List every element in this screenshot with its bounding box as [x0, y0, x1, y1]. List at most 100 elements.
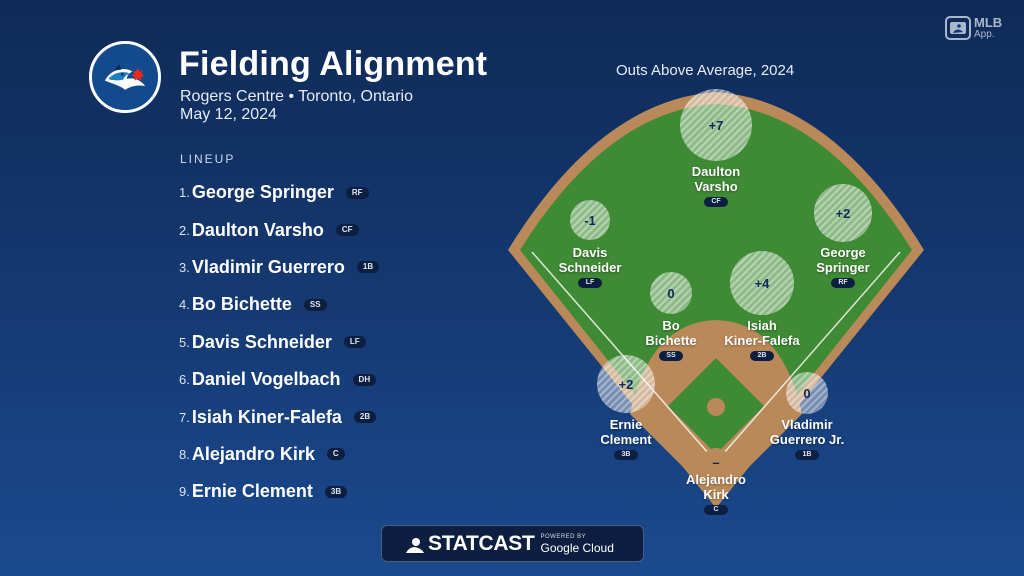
lineup-position-tag: RF — [345, 186, 369, 199]
lineup-player-name: Alejandro Kirk — [191, 443, 315, 464]
field-position-tag: 3B — [614, 450, 638, 460]
oaa-circle: +4 — [730, 251, 794, 315]
powered-by-text: POWERED BY — [540, 533, 587, 540]
oaa-value: +2 — [618, 376, 634, 392]
pitchers-mound — [707, 398, 725, 416]
field-position-tag: 2B — [750, 351, 774, 361]
player-name-line1: Bo — [662, 318, 680, 333]
mlb-app-sub: App. — [974, 28, 995, 40]
blue-jays-logo-icon — [92, 44, 158, 110]
lineup-item: 7. Isiah Kiner-Falefa 2B — [179, 398, 379, 435]
lineup-number: 1. — [179, 185, 190, 201]
lineup-number: 7. — [179, 409, 190, 425]
lineup-position-tag: CF — [335, 224, 359, 237]
lineup-position-tag: 1B — [356, 261, 380, 274]
field-player-name: Daulton Varsho — [651, 164, 781, 194]
google-cloud-text: Google Cloud — [540, 540, 614, 555]
player-name-line1: Isiah — [747, 318, 777, 333]
lineup-number: 3. — [179, 259, 190, 275]
lineup-position-tag: SS — [303, 298, 327, 311]
mlb-app-badge: MLB App. — [945, 16, 1002, 40]
player-name-line2: Clement — [600, 432, 652, 447]
oaa-value: +2 — [835, 205, 851, 221]
lineup-item: 9. Ernie Clement 3B — [179, 473, 379, 510]
venue-text: Rogers Centre • Toronto, Ontario — [180, 88, 413, 105]
lineup-item: 4. Bo Bichette SS — [179, 286, 379, 323]
field-position-tag: C — [704, 505, 728, 515]
team-logo — [89, 41, 161, 113]
player-name-line1: George — [820, 245, 866, 260]
field-player-name: Ernie Clement — [561, 417, 691, 447]
player-name-line2: Varsho — [694, 179, 738, 194]
lineup-position-tag: C — [326, 448, 345, 461]
oaa-circle: – — [702, 448, 730, 476]
lineup-number: 5. — [179, 334, 190, 350]
chart-title: Outs Above Average, 2024 — [616, 62, 795, 79]
lineup-position-tag: 3B — [324, 485, 348, 498]
game-date: May 12, 2024 — [180, 106, 277, 123]
field-position-tag: SS — [659, 351, 683, 361]
player-name-line1: Vladimir — [781, 417, 833, 432]
lineup-heading: LINEUP — [180, 152, 236, 166]
player-name-line2: Kirk — [703, 487, 729, 502]
statcast-badge: STATCAST POWERED BY Google Cloud — [381, 525, 644, 562]
oaa-value: +4 — [754, 275, 770, 291]
lineup-list: 1. George Springer RF 2. Daulton Varsho CF 3. V… — [179, 174, 380, 511]
oaa-value: 0 — [667, 285, 675, 301]
statcast-wordmark: STATCAST — [428, 531, 535, 555]
player-name-line1: Davis — [572, 245, 608, 260]
lineup-number: 8. — [179, 446, 190, 462]
oaa-circle: +2 — [597, 355, 655, 413]
lineup-player-name: Daniel Vogelbach — [191, 369, 341, 390]
player-name-line1: Alejandro — [686, 472, 746, 487]
player-name-line2: Guerrero Jr. — [769, 432, 845, 447]
lineup-position-tag: LF — [343, 336, 366, 349]
oaa-circle: +2 — [814, 184, 872, 242]
lineup-player-name: Isiah Kiner-Falefa — [191, 406, 342, 427]
field-player-name: Vladimir Guerrero Jr. — [742, 417, 872, 447]
lineup-position-tag: DH — [352, 373, 377, 386]
lineup-number: 9. — [179, 484, 190, 500]
field-player-name: Davis Schneider — [525, 245, 655, 275]
mlb-logo-icon — [945, 16, 971, 40]
lineup-player-name: Davis Schneider — [191, 331, 332, 352]
lineup-item: 5. Davis Schneider LF — [179, 324, 379, 361]
oaa-circle: +7 — [680, 89, 752, 161]
lineup-number: 6. — [179, 372, 190, 388]
field-position-tag: RF — [831, 278, 855, 288]
lineup-item: 2. Daulton Varsho CF — [179, 211, 379, 248]
mlb-app-title: MLB — [974, 14, 1003, 30]
left-foul-line — [531, 251, 717, 463]
lineup-player-name: Daulton Varsho — [191, 219, 324, 240]
field-player-name: George Springer — [778, 245, 908, 275]
lineup-player-name: Vladimir Guerrero — [191, 256, 345, 277]
player-name-line2: Kiner-Falefa — [724, 333, 800, 348]
oaa-value: -1 — [584, 212, 596, 228]
lineup-player-name: Bo Bichette — [191, 294, 292, 315]
lineup-number: 4. — [179, 297, 190, 313]
field-position-tag: CF — [704, 197, 728, 207]
oaa-value: +7 — [708, 117, 724, 133]
field-player-name: Bo Bichette — [606, 318, 736, 348]
player-name-line1: Daulton — [691, 164, 741, 179]
oaa-circle: 0 — [650, 272, 692, 314]
lineup-position-tag: 2B — [353, 411, 377, 424]
field-position-tag: 1B — [795, 450, 819, 460]
lineup-player-name: George Springer — [191, 182, 334, 203]
lineup-item: 1. George Springer RF — [179, 174, 379, 211]
outfield-grass — [520, 104, 912, 496]
right-foul-line — [715, 251, 901, 463]
oaa-circle: 0 — [786, 372, 828, 414]
field-position-tag: LF — [578, 278, 602, 288]
statcast-logo-icon — [406, 537, 424, 553]
lineup-number: 2. — [179, 222, 190, 238]
field-player-name: Isiah Kiner-Falefa — [697, 318, 827, 348]
oaa-value: 0 — [803, 385, 811, 401]
player-name-line2: Bichette — [645, 333, 697, 348]
page-title: Fielding Alignment — [179, 45, 488, 83]
lineup-item: 3. Vladimir Guerrero 1B — [179, 249, 380, 286]
lineup-item: 8. Alejandro Kirk C — [179, 436, 379, 473]
lineup-player-name: Ernie Clement — [191, 481, 313, 502]
oaa-circle: -1 — [570, 200, 610, 240]
